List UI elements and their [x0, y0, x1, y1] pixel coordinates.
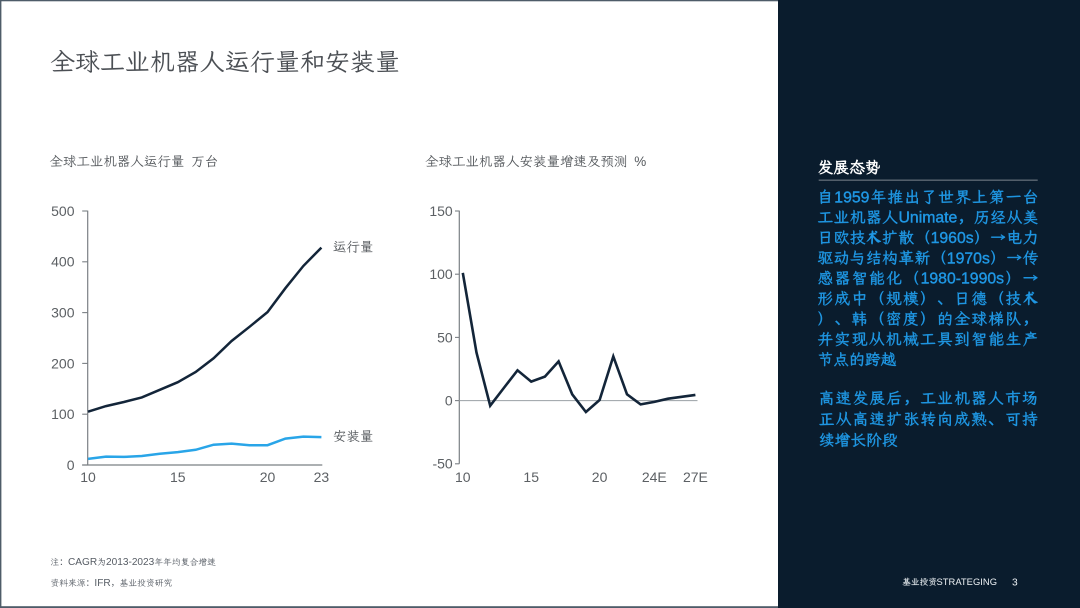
- svg-text:10: 10: [80, 469, 96, 485]
- svg-text:15: 15: [523, 469, 539, 485]
- svg-text:1960s: 1960s: [931, 230, 974, 247]
- svg-text:20: 20: [260, 469, 276, 485]
- svg-text:100: 100: [429, 266, 453, 282]
- svg-text:23: 23: [314, 469, 330, 485]
- svg-text:-50: -50: [432, 456, 452, 472]
- svg-text:%: %: [634, 154, 646, 169]
- svg-text:300: 300: [51, 305, 75, 321]
- svg-text:500: 500: [51, 203, 75, 219]
- svg-text:20: 20: [592, 469, 608, 485]
- svg-text:10: 10: [455, 469, 471, 485]
- svg-text:CAGR: CAGR: [68, 557, 97, 568]
- svg-text:0: 0: [445, 393, 453, 409]
- svg-text:1959: 1959: [834, 189, 869, 206]
- svg-text:200: 200: [51, 355, 75, 371]
- svg-text:Unimate: Unimate: [899, 210, 958, 227]
- svg-text:1980-1990s: 1980-1990s: [921, 271, 1005, 288]
- svg-text:2013-2023: 2013-2023: [106, 557, 155, 568]
- svg-text:15: 15: [170, 469, 186, 485]
- svg-text:400: 400: [51, 254, 75, 270]
- svg-text:1970s: 1970s: [947, 250, 990, 267]
- svg-text:24E: 24E: [642, 469, 667, 485]
- svg-text:50: 50: [437, 329, 453, 345]
- svg-text:0: 0: [67, 457, 75, 473]
- svg-text:27E: 27E: [683, 469, 708, 485]
- svg-text:STRATEGING: STRATEGING: [937, 576, 998, 587]
- svg-text:150: 150: [429, 203, 453, 219]
- svg-text:3: 3: [1012, 577, 1018, 588]
- svg-text:IFR: IFR: [94, 578, 110, 589]
- svg-text:100: 100: [51, 406, 75, 422]
